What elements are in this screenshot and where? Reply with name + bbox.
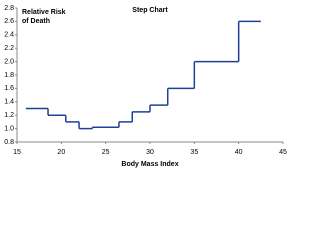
x-tick-label: 35	[190, 149, 198, 156]
y-tick-label: 1.6	[4, 85, 14, 92]
y-tick-label: 1.4	[4, 99, 14, 106]
y-tick-label: 0.8	[4, 139, 14, 146]
y-tick-label: 1.8	[4, 72, 14, 79]
y-tick-label: 1.0	[4, 125, 14, 132]
x-tick-label: 45	[279, 149, 287, 156]
x-tick-label: 20	[57, 149, 65, 156]
x-tick-label: 25	[102, 149, 110, 156]
x-tick-label: 30	[146, 149, 154, 156]
y-axis-label: Relative Risk	[22, 9, 66, 16]
y-tick-label: 1.2	[4, 112, 14, 119]
x-tick-label: 15	[13, 149, 21, 156]
chart: Step Chart Relative Risk of Death Body M…	[4, 5, 287, 168]
y-tick-label: 2.0	[4, 58, 14, 65]
x-tick-label: 40	[235, 149, 243, 156]
y-axis-label: of Death	[22, 18, 50, 25]
y-tick-label: 2.2	[4, 45, 14, 52]
x-axis-label: Body Mass Index	[121, 161, 178, 168]
y-tick-label: 2.4	[4, 32, 14, 39]
y-tick-label: 2.6	[4, 18, 14, 25]
chart-title: Step Chart	[132, 7, 168, 14]
y-tick-label: 2.8	[4, 5, 14, 12]
